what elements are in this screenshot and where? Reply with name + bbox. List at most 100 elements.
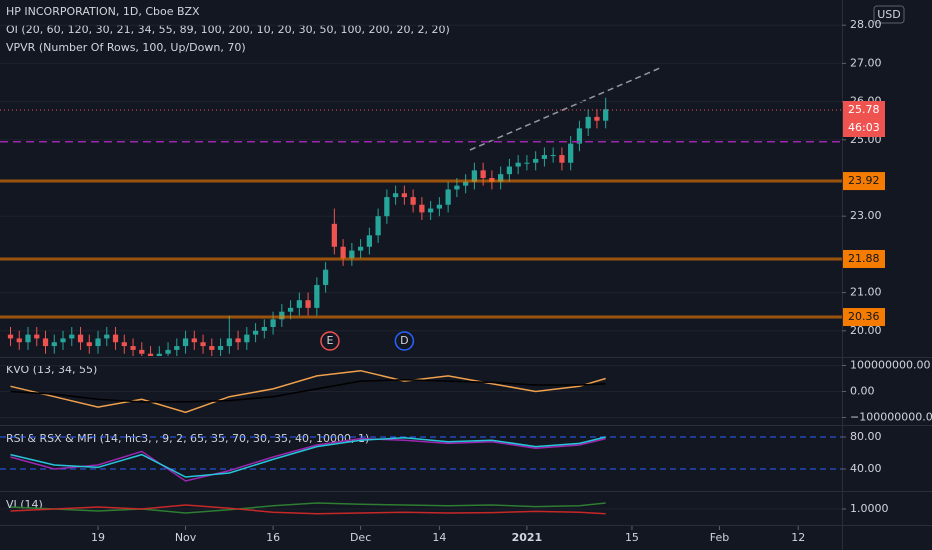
candle-body xyxy=(428,208,434,213)
candle-body xyxy=(77,334,84,343)
pane xyxy=(0,365,842,418)
candle-body xyxy=(506,166,513,175)
candle-body xyxy=(480,170,486,178)
candle-body xyxy=(244,334,250,343)
candle-body xyxy=(357,246,364,251)
y-tick-label: −100000000.00 xyxy=(850,411,932,424)
candle-body xyxy=(16,338,22,343)
candle-body xyxy=(349,250,355,259)
event-marker xyxy=(320,331,340,351)
candle-body xyxy=(498,174,504,182)
candle-body xyxy=(60,338,66,343)
level-label: 21.88 xyxy=(848,252,880,265)
candle-body xyxy=(287,307,294,312)
candle-body xyxy=(322,269,329,285)
indicator-line xyxy=(10,436,606,478)
candle-body xyxy=(445,189,451,205)
event-label: D xyxy=(400,334,408,347)
candle-body xyxy=(559,155,565,163)
candle-body xyxy=(226,338,232,347)
x-tick-label: 15 xyxy=(625,531,639,544)
candle-body xyxy=(156,353,162,356)
candle-body xyxy=(515,162,521,167)
candle-body xyxy=(42,338,49,347)
candle-body xyxy=(235,338,241,343)
y-tick-label: 0.00 xyxy=(850,385,875,398)
y-tick-label: 23.00 xyxy=(850,209,882,222)
candle-body xyxy=(217,346,224,350)
candle-body xyxy=(568,143,574,163)
candle-body xyxy=(436,204,443,209)
last-price-label: 25.78 xyxy=(848,103,880,116)
candle-body xyxy=(576,128,583,144)
x-tick-label: Nov xyxy=(175,531,197,544)
candle-body xyxy=(279,311,285,320)
candle-body xyxy=(191,338,197,343)
candle-body xyxy=(252,330,259,335)
candle-body xyxy=(139,349,145,354)
candle-body xyxy=(261,326,267,331)
candle-body xyxy=(410,197,416,205)
candle-body xyxy=(34,334,40,339)
level-label: 20.36 xyxy=(848,310,880,323)
level-label: 23.92 xyxy=(848,174,880,187)
currency[interactable]: USD xyxy=(877,8,901,21)
y-tick-label: 100000000.00 xyxy=(850,359,930,372)
indicator-legend: VPVR (Number Of Rows, 100, Up/Down, 70) xyxy=(6,41,246,54)
indicator-line xyxy=(10,437,606,482)
x-tick-label: 2021 xyxy=(512,531,543,544)
pane xyxy=(0,24,842,356)
chart-title: HP INCORPORATION, 1D, Cboe BZX xyxy=(6,5,200,18)
y-tick-label: 28.00 xyxy=(850,18,882,31)
event-label: E xyxy=(326,334,333,347)
candle-body xyxy=(392,193,399,198)
candle-body xyxy=(200,342,206,347)
x-tick-label: Dec xyxy=(350,531,371,544)
candle-body xyxy=(331,223,337,247)
candle-body xyxy=(147,353,154,356)
level-label-box xyxy=(843,172,885,191)
y-tick-label: 1.0000 xyxy=(850,502,889,515)
candle-body xyxy=(182,338,189,347)
candle-body xyxy=(375,216,381,236)
candle-body xyxy=(209,346,215,350)
candle-body xyxy=(541,155,548,159)
candle-body xyxy=(463,181,469,186)
candle-body xyxy=(401,193,407,198)
indicator-line xyxy=(10,502,606,514)
indicator-legend: OI (20, 60, 120, 30, 21, 34, 55, 89, 100… xyxy=(6,23,450,36)
candle-body xyxy=(533,158,539,163)
level-label-box xyxy=(843,308,885,327)
pane xyxy=(0,436,842,482)
candle-body xyxy=(419,204,425,213)
candle-body xyxy=(305,300,311,308)
candle-body xyxy=(471,170,478,182)
event-marker xyxy=(394,331,415,351)
x-tick-label: 19 xyxy=(91,531,105,544)
candle-body xyxy=(86,342,92,347)
candle-body xyxy=(314,284,320,308)
x-tick-label: Feb xyxy=(710,531,729,544)
candle-body xyxy=(95,338,101,347)
candle-body xyxy=(174,346,180,350)
candle-body xyxy=(594,116,600,121)
candle-body xyxy=(270,319,276,327)
currency-box[interactable] xyxy=(873,5,905,24)
last-price-box xyxy=(843,101,885,138)
candle-body xyxy=(296,300,302,308)
candle-body xyxy=(130,346,136,350)
candle-body xyxy=(384,197,390,217)
y-tick-label: 21.00 xyxy=(850,286,882,299)
pane-title: RSI & RSX & MFI (14, hlc3, , 9, 2, 65, 3… xyxy=(6,432,369,445)
y-tick-label: 27.00 xyxy=(850,56,882,69)
candle-body xyxy=(340,246,346,259)
candle-body xyxy=(524,162,530,164)
candle-body xyxy=(603,109,609,121)
countdown: 46:03 xyxy=(848,121,880,134)
candle-body xyxy=(121,342,127,347)
x-tick-label: 16 xyxy=(266,531,280,544)
y-tick-label: 20.00 xyxy=(850,324,882,337)
candle-body xyxy=(165,349,171,354)
